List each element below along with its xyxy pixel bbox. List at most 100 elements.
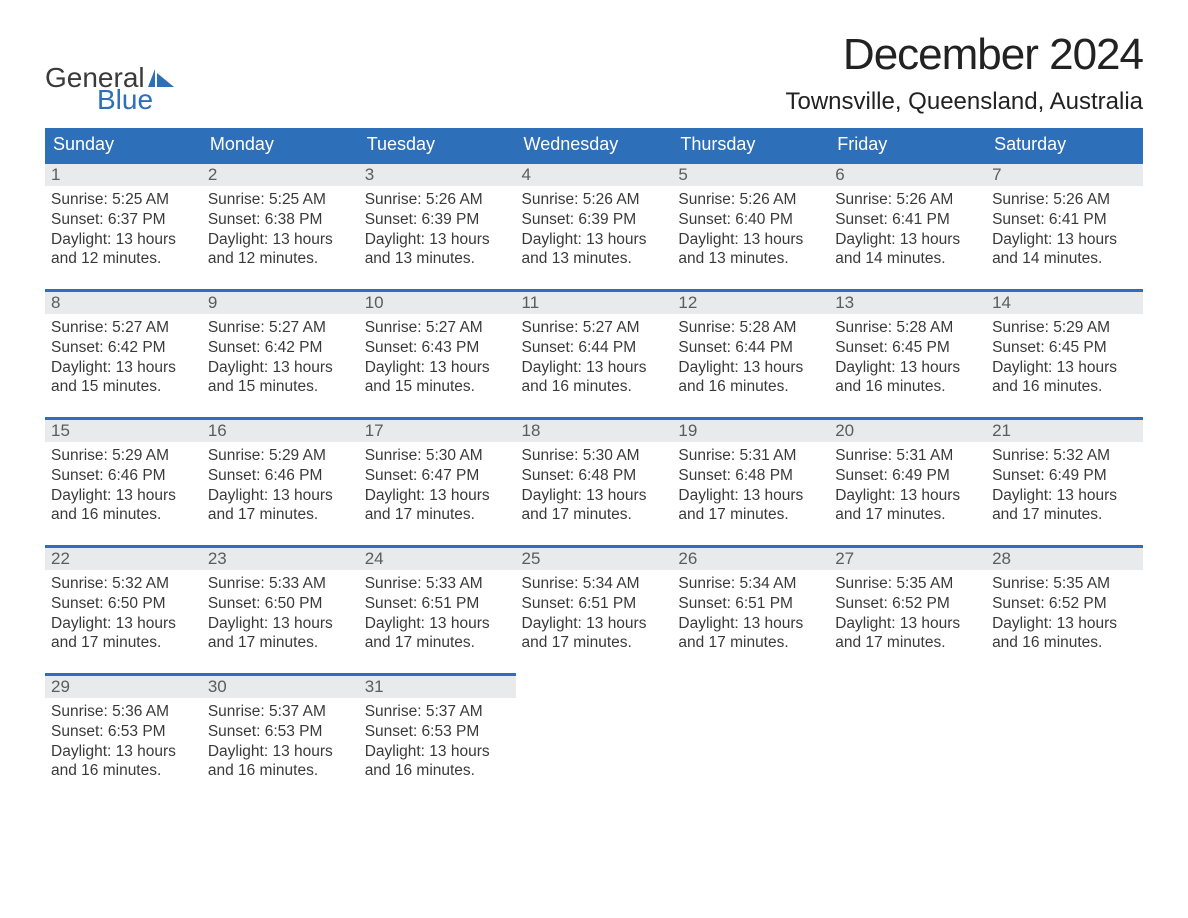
calendar-cell: 26Sunrise: 5:34 AMSunset: 6:51 PMDayligh…	[672, 547, 829, 675]
sunrise-line: Sunrise: 5:36 AM	[51, 702, 196, 722]
calendar-cell: 6Sunrise: 5:26 AMSunset: 6:41 PMDaylight…	[829, 163, 986, 291]
sunrise-line: Sunrise: 5:25 AM	[208, 190, 353, 210]
sunset-line: Sunset: 6:53 PM	[51, 722, 196, 742]
day-number: 5	[672, 164, 829, 186]
day-body: Sunrise: 5:30 AMSunset: 6:48 PMDaylight:…	[516, 442, 673, 535]
sunset-line: Sunset: 6:53 PM	[365, 722, 510, 742]
month-title: December 2024	[785, 30, 1143, 80]
sunrise-line: Sunrise: 5:31 AM	[678, 446, 823, 466]
sunrise-line: Sunrise: 5:37 AM	[208, 702, 353, 722]
calendar-cell: 27Sunrise: 5:35 AMSunset: 6:52 PMDayligh…	[829, 547, 986, 675]
daylight-line-1: Daylight: 13 hours	[678, 486, 823, 506]
daylight-line-2: and 12 minutes.	[208, 249, 353, 269]
sunrise-line: Sunrise: 5:29 AM	[208, 446, 353, 466]
sunrise-line: Sunrise: 5:32 AM	[992, 446, 1137, 466]
day-body: Sunrise: 5:25 AMSunset: 6:37 PMDaylight:…	[45, 186, 202, 279]
calendar-cell: 16Sunrise: 5:29 AMSunset: 6:46 PMDayligh…	[202, 419, 359, 547]
calendar-cell: 12Sunrise: 5:28 AMSunset: 6:44 PMDayligh…	[672, 291, 829, 419]
daylight-line-2: and 16 minutes.	[992, 633, 1137, 653]
daylight-line-1: Daylight: 13 hours	[365, 358, 510, 378]
calendar-week: 8Sunrise: 5:27 AMSunset: 6:42 PMDaylight…	[45, 291, 1143, 419]
sunset-line: Sunset: 6:42 PM	[208, 338, 353, 358]
daylight-line-2: and 16 minutes.	[678, 377, 823, 397]
calendar-week: 29Sunrise: 5:36 AMSunset: 6:53 PMDayligh…	[45, 675, 1143, 803]
calendar-cell: 28Sunrise: 5:35 AMSunset: 6:52 PMDayligh…	[986, 547, 1143, 675]
day-body: Sunrise: 5:37 AMSunset: 6:53 PMDaylight:…	[359, 698, 516, 791]
daylight-line-1: Daylight: 13 hours	[365, 230, 510, 250]
day-body: Sunrise: 5:29 AMSunset: 6:45 PMDaylight:…	[986, 314, 1143, 407]
daylight-line-1: Daylight: 13 hours	[522, 358, 667, 378]
calendar-cell: 18Sunrise: 5:30 AMSunset: 6:48 PMDayligh…	[516, 419, 673, 547]
sunrise-line: Sunrise: 5:33 AM	[208, 574, 353, 594]
sunset-line: Sunset: 6:41 PM	[835, 210, 980, 230]
daylight-line-1: Daylight: 13 hours	[208, 486, 353, 506]
daylight-line-1: Daylight: 13 hours	[835, 486, 980, 506]
calendar-cell: 25Sunrise: 5:34 AMSunset: 6:51 PMDayligh…	[516, 547, 673, 675]
day-number: 12	[672, 292, 829, 314]
calendar-cell-empty	[672, 675, 829, 803]
sunset-line: Sunset: 6:51 PM	[522, 594, 667, 614]
calendar-cell: 21Sunrise: 5:32 AMSunset: 6:49 PMDayligh…	[986, 419, 1143, 547]
daylight-line-2: and 15 minutes.	[51, 377, 196, 397]
sunset-line: Sunset: 6:43 PM	[365, 338, 510, 358]
sunset-line: Sunset: 6:37 PM	[51, 210, 196, 230]
calendar-table: SundayMondayTuesdayWednesdayThursdayFrid…	[45, 128, 1143, 803]
day-header: Friday	[829, 128, 986, 163]
calendar-cell: 19Sunrise: 5:31 AMSunset: 6:48 PMDayligh…	[672, 419, 829, 547]
daylight-line-2: and 17 minutes.	[208, 505, 353, 525]
day-body: Sunrise: 5:37 AMSunset: 6:53 PMDaylight:…	[202, 698, 359, 791]
daylight-line-2: and 17 minutes.	[678, 505, 823, 525]
daylight-line-1: Daylight: 13 hours	[522, 614, 667, 634]
daylight-line-2: and 16 minutes.	[835, 377, 980, 397]
daylight-line-1: Daylight: 13 hours	[208, 230, 353, 250]
sunrise-line: Sunrise: 5:26 AM	[835, 190, 980, 210]
day-body: Sunrise: 5:29 AMSunset: 6:46 PMDaylight:…	[45, 442, 202, 535]
sunset-line: Sunset: 6:45 PM	[992, 338, 1137, 358]
sunrise-line: Sunrise: 5:26 AM	[678, 190, 823, 210]
day-number: 15	[45, 420, 202, 442]
daylight-line-1: Daylight: 13 hours	[835, 358, 980, 378]
day-body: Sunrise: 5:28 AMSunset: 6:44 PMDaylight:…	[672, 314, 829, 407]
day-body: Sunrise: 5:34 AMSunset: 6:51 PMDaylight:…	[516, 570, 673, 663]
daylight-line-2: and 14 minutes.	[835, 249, 980, 269]
day-number: 29	[45, 676, 202, 698]
day-number: 22	[45, 548, 202, 570]
sunset-line: Sunset: 6:44 PM	[678, 338, 823, 358]
daylight-line-1: Daylight: 13 hours	[678, 614, 823, 634]
daylight-line-1: Daylight: 13 hours	[992, 230, 1137, 250]
daylight-line-2: and 17 minutes.	[208, 633, 353, 653]
daylight-line-2: and 17 minutes.	[992, 505, 1137, 525]
calendar-week: 15Sunrise: 5:29 AMSunset: 6:46 PMDayligh…	[45, 419, 1143, 547]
sunset-line: Sunset: 6:42 PM	[51, 338, 196, 358]
day-number: 23	[202, 548, 359, 570]
sunrise-line: Sunrise: 5:32 AM	[51, 574, 196, 594]
sunset-line: Sunset: 6:45 PM	[835, 338, 980, 358]
day-number: 3	[359, 164, 516, 186]
day-body: Sunrise: 5:27 AMSunset: 6:43 PMDaylight:…	[359, 314, 516, 407]
calendar-cell: 7Sunrise: 5:26 AMSunset: 6:41 PMDaylight…	[986, 163, 1143, 291]
daylight-line-2: and 17 minutes.	[365, 633, 510, 653]
calendar-cell: 14Sunrise: 5:29 AMSunset: 6:45 PMDayligh…	[986, 291, 1143, 419]
sunset-line: Sunset: 6:48 PM	[522, 466, 667, 486]
daylight-line-2: and 14 minutes.	[992, 249, 1137, 269]
day-body: Sunrise: 5:35 AMSunset: 6:52 PMDaylight:…	[986, 570, 1143, 663]
daylight-line-1: Daylight: 13 hours	[208, 358, 353, 378]
daylight-line-2: and 16 minutes.	[992, 377, 1137, 397]
daylight-line-1: Daylight: 13 hours	[51, 742, 196, 762]
daylight-line-2: and 13 minutes.	[678, 249, 823, 269]
calendar-cell: 3Sunrise: 5:26 AMSunset: 6:39 PMDaylight…	[359, 163, 516, 291]
daylight-line-2: and 13 minutes.	[365, 249, 510, 269]
calendar-cell-empty	[986, 675, 1143, 803]
sunrise-line: Sunrise: 5:26 AM	[522, 190, 667, 210]
sunrise-line: Sunrise: 5:30 AM	[365, 446, 510, 466]
calendar-cell: 22Sunrise: 5:32 AMSunset: 6:50 PMDayligh…	[45, 547, 202, 675]
sunrise-line: Sunrise: 5:34 AM	[678, 574, 823, 594]
logo: General Blue	[45, 30, 174, 114]
day-body: Sunrise: 5:27 AMSunset: 6:44 PMDaylight:…	[516, 314, 673, 407]
calendar-cell: 4Sunrise: 5:26 AMSunset: 6:39 PMDaylight…	[516, 163, 673, 291]
day-header: Wednesday	[516, 128, 673, 163]
calendar-cell: 30Sunrise: 5:37 AMSunset: 6:53 PMDayligh…	[202, 675, 359, 803]
sunrise-line: Sunrise: 5:35 AM	[835, 574, 980, 594]
title-block: December 2024 Townsville, Queensland, Au…	[785, 30, 1143, 116]
day-body: Sunrise: 5:35 AMSunset: 6:52 PMDaylight:…	[829, 570, 986, 663]
